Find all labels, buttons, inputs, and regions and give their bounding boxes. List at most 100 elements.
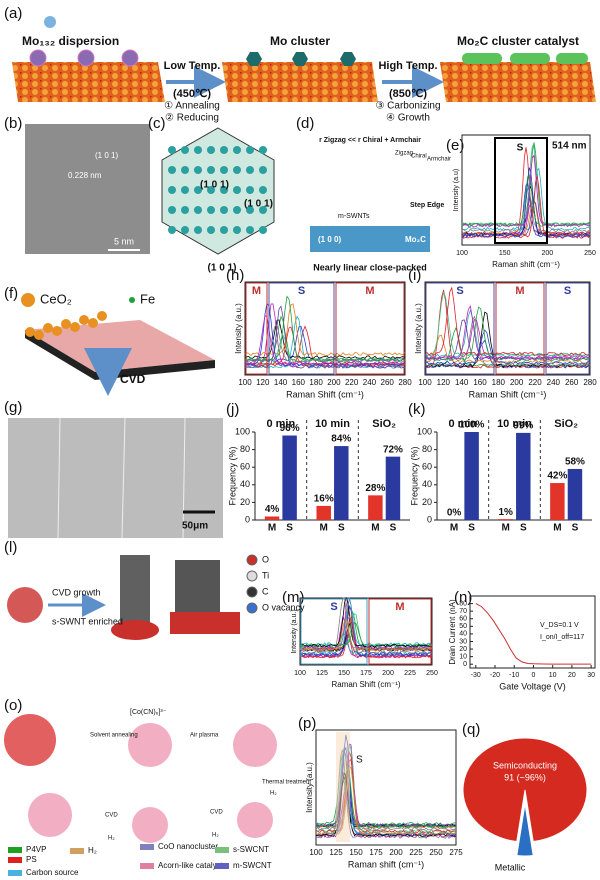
value-label: 16% — [314, 494, 334, 505]
label: ① Annealing — [164, 101, 220, 112]
atom — [233, 186, 241, 194]
label: M — [515, 285, 524, 297]
region-band — [336, 732, 350, 842]
category-label: SiO₂ — [554, 418, 578, 430]
bar — [316, 505, 331, 520]
plot-frame — [424, 281, 591, 376]
label: M — [252, 285, 261, 297]
label: 514 nm — [552, 141, 587, 152]
atom — [259, 146, 267, 154]
label: PS — [26, 855, 37, 864]
series-label: S — [468, 523, 475, 534]
x-tick-label: 120 — [437, 378, 451, 387]
label: CVD — [210, 810, 223, 816]
substrate — [310, 226, 430, 252]
legend-swatch — [8, 870, 22, 876]
panel-label: (a) — [4, 5, 22, 22]
label: M — [365, 285, 374, 297]
x-tick-label: 200 — [510, 378, 524, 387]
label: Mo₂C cluster catalyst — [457, 34, 579, 48]
panel-label: (k) — [408, 401, 426, 418]
atom — [233, 206, 241, 214]
x-tick-label: 10 — [549, 672, 557, 679]
label: Nearly linear close-packed — [313, 262, 427, 272]
region-box — [425, 282, 495, 375]
particle — [61, 319, 71, 329]
label: S — [456, 285, 463, 297]
region-box — [494, 137, 548, 244]
panel-label: (m) — [282, 589, 305, 606]
catalyst-cluster — [28, 793, 72, 837]
series-label: M — [553, 523, 561, 534]
spectrum-curve — [299, 618, 433, 659]
spectrum-curve — [461, 167, 590, 231]
substrate-edge — [25, 330, 215, 380]
label: H₂ — [88, 846, 97, 855]
label: ④ Growth — [386, 113, 430, 124]
atom — [168, 166, 176, 174]
legend-swatch — [70, 848, 84, 854]
substrate — [25, 320, 215, 372]
atom — [259, 186, 267, 194]
value-label: 4% — [265, 504, 280, 515]
tio2-illustration — [7, 555, 240, 640]
x-tick-label: 160 — [473, 378, 487, 387]
spectrum-curve — [244, 314, 406, 365]
spectrum-curve — [299, 597, 433, 651]
atom — [194, 206, 202, 214]
label: Metallic — [495, 862, 526, 872]
atom — [220, 146, 228, 154]
x-tick-label: 240 — [363, 378, 377, 387]
x-tick-label: 175 — [369, 848, 383, 857]
series-label: S — [338, 523, 345, 534]
x-tick-label: -10 — [509, 672, 519, 679]
y-tick-label: 20 — [240, 497, 250, 507]
label: S — [298, 285, 305, 297]
plot-frame — [469, 595, 596, 669]
x-tick-label: 225 — [409, 848, 423, 857]
x-tick-label: 180 — [492, 378, 506, 387]
atom — [181, 206, 189, 214]
atom — [220, 206, 228, 214]
label: Semiconducting — [493, 760, 557, 770]
atom — [246, 166, 254, 174]
y-axis-label: Frequency (%) — [227, 446, 237, 505]
x-tick-label: 260 — [381, 378, 395, 387]
spectrum-curve — [299, 634, 433, 657]
x-tick-label: 150 — [349, 848, 363, 857]
x-axis-label: Raman shift (cm⁻¹) — [348, 859, 424, 869]
x-tick-label: 100 — [238, 378, 252, 387]
atom — [259, 206, 267, 214]
label: (1 0 1) — [244, 199, 273, 210]
x-tick-label: 250 — [426, 670, 438, 677]
x-tick-label: 140 — [274, 378, 288, 387]
spectrum-curve — [424, 334, 591, 364]
value-label: 58% — [565, 457, 585, 468]
plot-frame — [244, 281, 406, 376]
atom — [207, 226, 215, 234]
label: CVD — [120, 372, 146, 386]
particle — [43, 323, 53, 333]
y-tick-label: 60 — [459, 616, 467, 623]
x-tick-label: 225 — [404, 670, 416, 677]
panel-label: (l) — [4, 539, 17, 556]
y-tick-label: 100 — [235, 426, 250, 436]
atom — [259, 226, 267, 234]
y-axis-label: Intensity (a.u.) — [414, 303, 423, 354]
series-label: M — [320, 523, 328, 534]
label: H₂ — [270, 791, 277, 797]
x-tick-label: 280 — [583, 378, 597, 387]
bar — [464, 432, 479, 520]
series-label: S — [520, 523, 527, 534]
value-label: 99% — [513, 421, 533, 432]
atom — [207, 146, 215, 154]
label: (1 0 0) — [318, 235, 341, 244]
atom — [181, 146, 189, 154]
atom — [181, 166, 189, 174]
panel-label: (o) — [4, 697, 22, 714]
legend-dot — [246, 586, 258, 598]
category-label: 10 min — [315, 418, 350, 430]
series-label: S — [390, 523, 397, 534]
particle — [79, 315, 89, 325]
y-tick-label: 10 — [459, 653, 467, 660]
